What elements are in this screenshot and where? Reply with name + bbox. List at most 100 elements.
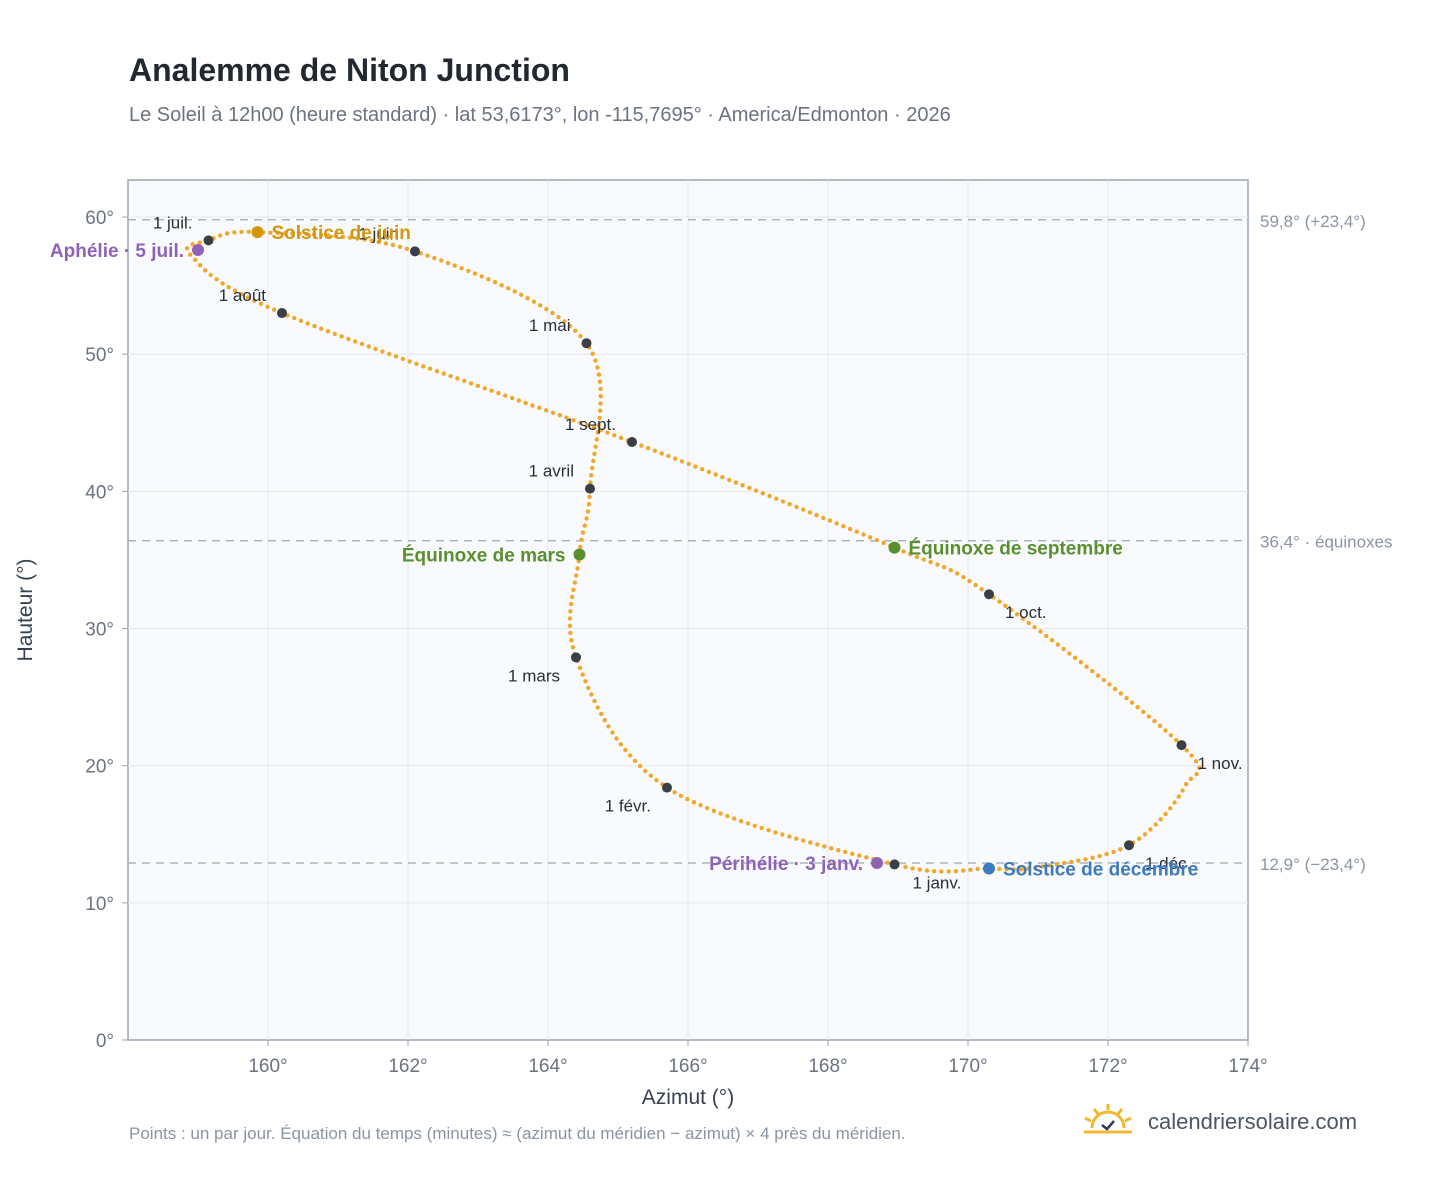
daily-sun-point: [733, 480, 739, 485]
daily-sun-point: [312, 323, 317, 329]
daily-sun-point: [794, 504, 799, 510]
month-marker-dot: [581, 338, 592, 349]
daily-sun-point: [407, 359, 412, 364]
daily-sun-point: [353, 339, 358, 344]
daily-sun-point: [591, 458, 596, 464]
month-marker-dot: [410, 246, 420, 257]
daily-sun-point: [590, 465, 595, 471]
daily-sun-point: [297, 231, 302, 236]
daily-sun-point: [827, 518, 833, 523]
daily-sun-point: [1078, 660, 1084, 665]
month-marker-dot: [662, 782, 672, 793]
daily-sun-point: [439, 258, 444, 263]
daily-sun-point: [997, 599, 1002, 604]
daily-sun-point: [421, 364, 426, 369]
daily-sun-point: [975, 866, 980, 872]
sun-logo-icon: [1082, 1102, 1134, 1141]
daily-sun-point: [1118, 691, 1124, 696]
x-tick-label: 172°: [1088, 1056, 1127, 1077]
daily-sun-point: [1067, 651, 1072, 656]
daily-sun-point: [829, 846, 834, 851]
daily-sun-point: [268, 230, 273, 235]
daily-sun-point: [332, 331, 337, 337]
daily-sun-point: [1129, 700, 1135, 705]
x-tick-label: 170°: [948, 1056, 987, 1077]
daily-sun-point: [821, 515, 826, 521]
brand[interactable]: calendriersolaire.com: [1082, 1102, 1357, 1141]
daily-sun-point: [773, 830, 778, 835]
daily-sun-point: [705, 805, 710, 811]
y-tick-label: 40°: [85, 482, 114, 503]
daily-sun-point: [997, 866, 1002, 872]
daily-sun-point: [632, 758, 638, 764]
month-marker-label: 1 nov.: [1198, 754, 1243, 773]
daily-sun-point: [232, 230, 237, 235]
event-markers: Solstice de juin Solstice de décembre Équi…: [50, 223, 1198, 880]
y-tick-label: 50°: [85, 345, 114, 366]
daily-sun-point: [584, 423, 590, 428]
daily-sun-point: [718, 811, 723, 816]
daily-sun-point: [509, 395, 515, 401]
daily-sun-point: [1124, 695, 1129, 701]
daily-sun-point: [537, 405, 542, 410]
daily-sun-point: [369, 238, 374, 243]
daily-sun-point: [376, 239, 381, 245]
daily-sun-point: [506, 286, 511, 291]
daily-sun-point: [645, 446, 651, 451]
daily-sun-point: [1184, 782, 1189, 787]
daily-sun-point: [1180, 788, 1185, 793]
y-axis-title: Hauteur (°): [14, 559, 37, 662]
month-marker-label: 1 mars: [508, 666, 560, 685]
daily-sun-point: [339, 334, 344, 339]
daily-sun-point: [1152, 718, 1157, 724]
daily-sun-point: [434, 369, 440, 374]
daily-sun-point: [569, 638, 574, 643]
daily-sun-point: [637, 763, 643, 769]
daily-sun-point: [1146, 714, 1152, 719]
daily-sun-point: [380, 349, 385, 354]
daily-sun-point: [967, 578, 972, 584]
daily-sun-point: [1004, 867, 1009, 872]
daily-sun-point: [258, 301, 264, 306]
daily-sun-point: [427, 366, 433, 371]
daily-sun-point: [885, 860, 890, 865]
daily-sun-point: [190, 242, 195, 247]
daily-sun-point: [618, 742, 624, 747]
daily-sun-point: [606, 724, 611, 729]
daily-sun-point: [400, 356, 406, 362]
month-marker-dot: [571, 652, 581, 663]
daily-sun-point: [1069, 859, 1074, 865]
daily-sun-point: [275, 230, 280, 236]
daily-sun-point: [654, 778, 659, 783]
daily-sun-point: [1026, 620, 1032, 626]
daily-sun-point: [531, 299, 537, 304]
daily-sun-point: [282, 231, 288, 236]
daily-sun-point: [801, 507, 806, 512]
daily-sun-point: [679, 459, 685, 464]
daily-sun-point: [1158, 817, 1163, 822]
daily-sun-point: [362, 237, 367, 242]
daily-sun-point: [226, 285, 231, 290]
daily-sun-point: [184, 246, 190, 251]
daily-sun-point: [815, 842, 820, 847]
daily-sun-point: [623, 747, 628, 753]
daily-sun-point: [319, 326, 324, 331]
daily-sun-point: [577, 665, 583, 670]
x-tick-label: 160°: [248, 1056, 287, 1077]
daily-sun-point: [639, 443, 644, 448]
daily-sun-point: [1097, 853, 1102, 859]
daily-sun-point: [452, 263, 457, 268]
daily-sun-point: [727, 477, 732, 483]
daily-sun-point: [516, 398, 522, 403]
daily-sun-point: [193, 257, 198, 262]
daily-sun-point: [466, 268, 471, 274]
daily-sun-point: [1049, 638, 1055, 643]
daily-sun-point: [700, 467, 705, 472]
event-marker-label: Équinoxe de mars: [402, 544, 566, 566]
daily-sun-point: [1168, 806, 1173, 811]
daily-sun-point: [496, 390, 501, 396]
axis-ticks: 160° 162° 164° 166° 168° 170° 172° 174° 0° 10° 20°…: [85, 208, 1267, 1077]
daily-sun-point: [568, 609, 573, 614]
daily-sun-point: [841, 524, 846, 529]
daily-sun-point: [383, 241, 389, 246]
